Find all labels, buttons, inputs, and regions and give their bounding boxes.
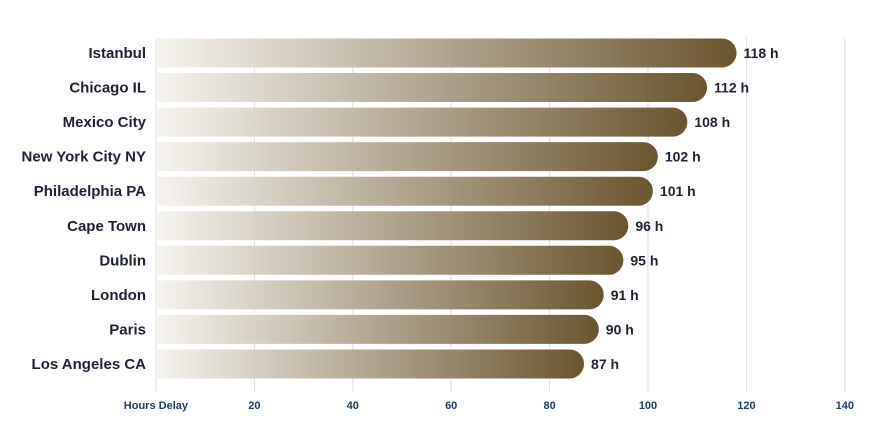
bar-paris — [156, 314, 599, 344]
x-tick-label-120: 120 — [737, 400, 755, 412]
category-label: Los Angeles CA — [32, 356, 147, 373]
x-tick-label-100: 100 — [639, 400, 657, 412]
category-label: London — [91, 287, 146, 304]
value-label: 91 h — [611, 287, 639, 303]
category-label: Cape Town — [67, 218, 146, 235]
x-tick-label-60: 60 — [445, 400, 457, 412]
x-tick-label-140: 140 — [836, 400, 854, 412]
x-axis-label: Hours Delay — [124, 400, 189, 412]
category-label: Dublin — [99, 252, 146, 269]
x-tick-label-40: 40 — [347, 400, 359, 412]
bar-istanbul — [156, 38, 737, 68]
bars — [156, 38, 737, 379]
x-tick-label-20: 20 — [248, 400, 260, 412]
bar-mexico-city — [156, 107, 688, 137]
category-label: Mexico City — [63, 114, 147, 131]
value-label: 118 h — [744, 45, 779, 61]
value-label: 96 h — [635, 218, 663, 234]
category-label: Paris — [109, 321, 146, 338]
value-label: 95 h — [630, 252, 658, 268]
value-label: 102 h — [665, 149, 701, 165]
bar-london — [156, 280, 604, 310]
x-axis: Hours Delay 20 40 60 80 100 120 140 — [124, 400, 854, 412]
x-tick-label-80: 80 — [543, 400, 555, 412]
category-label: Philadelphia PA — [34, 183, 146, 200]
category-label: New York City NY — [22, 149, 146, 166]
value-label: 90 h — [606, 321, 634, 337]
labels: Istanbul 118 h Chicago IL 112 h Mexico City 1… — [22, 45, 779, 373]
value-label: 112 h — [714, 80, 749, 96]
category-label: Istanbul — [88, 45, 146, 62]
bar-philadelphia-pa — [156, 176, 653, 206]
category-label: Chicago IL — [69, 80, 146, 97]
value-label: 87 h — [591, 356, 619, 372]
bar-cape-town — [156, 211, 629, 241]
bar-chicago-il — [156, 73, 708, 103]
value-label: 101 h — [660, 183, 696, 199]
bar-new-york-city-ny — [156, 142, 658, 172]
bar-los-angeles-ca — [156, 349, 585, 379]
bar-dublin — [156, 245, 624, 275]
value-label: 108 h — [694, 114, 730, 130]
